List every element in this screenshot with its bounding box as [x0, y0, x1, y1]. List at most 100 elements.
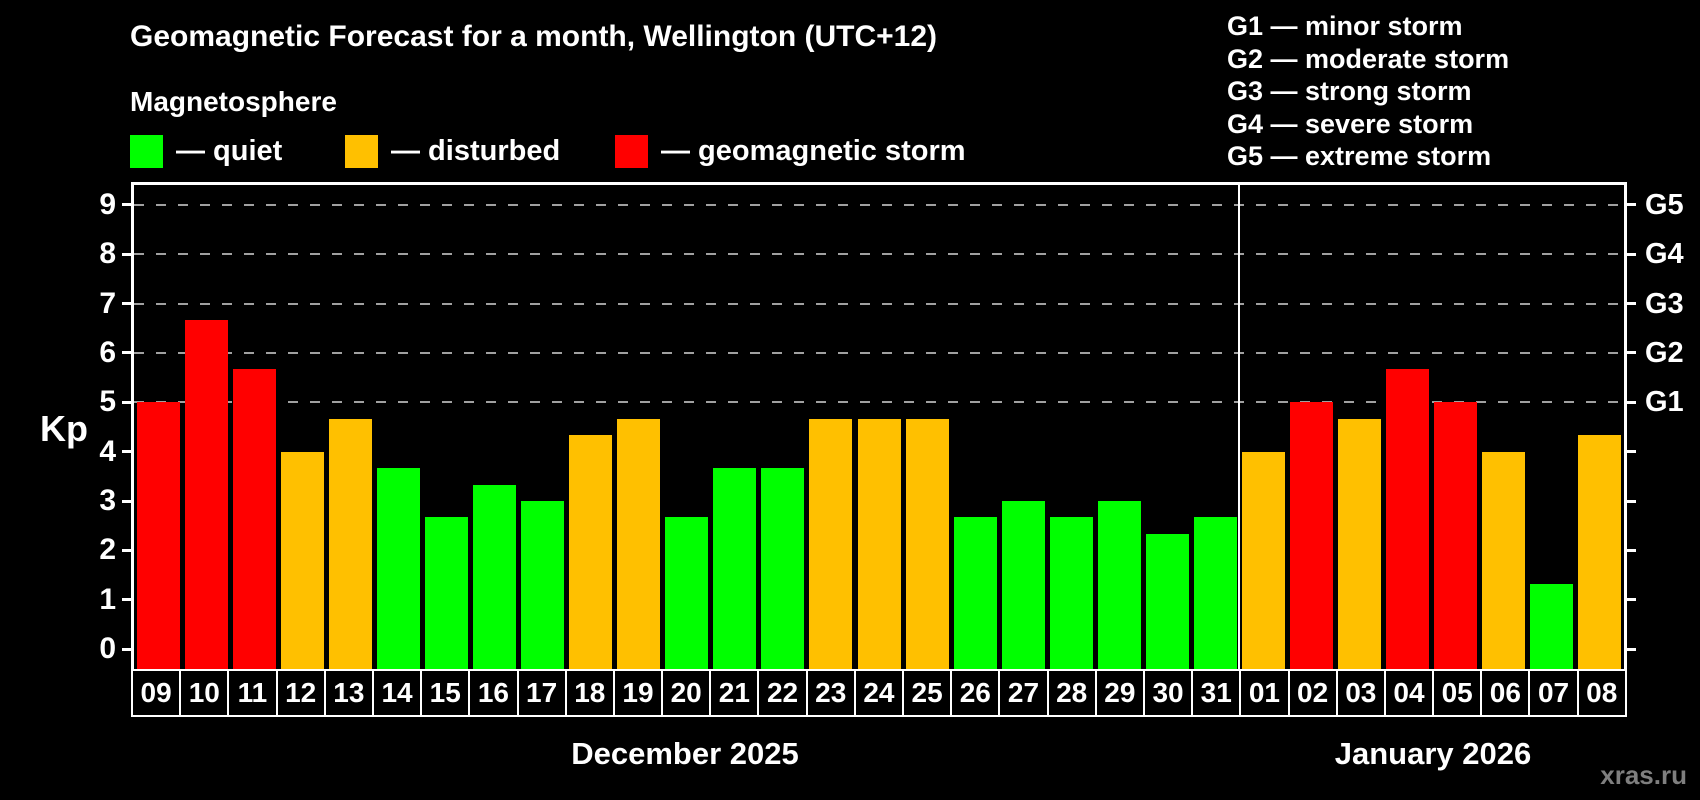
y-axis-tick-label: 9 [99, 187, 116, 221]
legend-item-storm: — geomagnetic storm [615, 133, 966, 169]
g-legend-line-g2: G2 — moderate storm [1227, 43, 1510, 74]
day-cell-06: 06 [1480, 669, 1531, 717]
y-axis-tick [122, 400, 131, 404]
day-cell-18: 18 [564, 669, 615, 717]
y-axis-tick [122, 499, 131, 503]
y-axis-tick-label: 0 [99, 632, 116, 666]
g-axis-tick [1627, 203, 1636, 207]
x-axis-day-labels: 09 10 11 12 13 14 15 16 17 18 19 20 21 22 23 24 25 26 27 28… [131, 669, 1627, 717]
kp-bar-day-02 [1290, 402, 1334, 669]
gridline-kp9 [134, 203, 1624, 206]
day-cell-16: 16 [468, 669, 519, 717]
kp-bar-day-15 [424, 517, 468, 669]
y-axis-tick-label: 6 [99, 335, 116, 369]
kp-bar-day-29 [1097, 501, 1141, 669]
chart-title: Geomagnetic Forecast for a month, Wellin… [130, 20, 938, 53]
kp-bar-day-10 [184, 319, 228, 669]
g-legend-line-g5: G5 — extreme storm [1227, 141, 1492, 171]
kp-bar-day-01 [1242, 451, 1286, 669]
storm-swatch-icon [615, 134, 648, 168]
g-axis-tick [1627, 351, 1636, 355]
day-cell-31: 31 [1191, 669, 1242, 717]
day-cell-17: 17 [516, 669, 567, 717]
y-axis-tick-label: 1 [99, 582, 116, 616]
day-cell-01: 01 [1239, 669, 1290, 717]
kp-bar-day-28 [1049, 517, 1093, 669]
gridline-kp6 [134, 351, 1624, 354]
y-axis-title: Kp [40, 408, 88, 449]
month-label-december: December 2025 [571, 736, 799, 771]
kp-bar-day-19 [617, 418, 661, 669]
day-cell-19: 19 [612, 669, 664, 717]
y-axis-tick-label: 2 [99, 533, 116, 567]
y-axis-tick [122, 302, 131, 306]
kp-bar-day-09 [136, 402, 180, 669]
kp-bar-day-30 [1145, 534, 1189, 669]
y-axis-tick [122, 351, 131, 355]
day-cell-02: 02 [1287, 669, 1338, 717]
g-axis-tick [1627, 302, 1636, 306]
kp-bar-day-04 [1386, 369, 1430, 669]
month-label-january: January 2026 [1334, 736, 1532, 771]
legend-label-disturbed: — disturbed [391, 134, 561, 167]
day-cell-24: 24 [853, 669, 904, 717]
day-cell-27: 27 [998, 669, 1049, 717]
plot-area [131, 182, 1627, 669]
gridline-kp8 [134, 253, 1624, 256]
day-cell-25: 25 [902, 669, 953, 717]
day-cell-13: 13 [323, 669, 374, 717]
y-axis-tick-label: 8 [99, 237, 116, 271]
kp-bar-day-16 [472, 484, 516, 669]
y-axis-tick [122, 252, 131, 256]
day-cell-12: 12 [275, 669, 326, 717]
day-cell-07: 07 [1528, 669, 1579, 717]
day-cell-11: 11 [227, 669, 278, 717]
legend-item-disturbed: — disturbed [345, 133, 560, 169]
kp-bar-day-27 [1001, 501, 1045, 669]
kp-bar-day-23 [809, 418, 853, 669]
g-scale-legend: G1 — minor storm G2 — moderate storm G3 … [1227, 10, 1509, 173]
gridline-kp7 [134, 302, 1624, 305]
g-axis-label-g2: G2 [1645, 336, 1684, 369]
g-axis-tick [1627, 450, 1636, 454]
kp-bar-day-11 [232, 369, 276, 669]
g-legend-line-g1: G1 — minor storm [1227, 11, 1463, 41]
day-cell-09: 09 [131, 669, 182, 717]
plot-inner-area [134, 185, 1624, 669]
day-cell-10: 10 [179, 669, 230, 717]
day-cell-29: 29 [1094, 669, 1145, 717]
day-cell-03: 03 [1335, 669, 1386, 717]
legend-label-quiet: — quiet [176, 134, 283, 167]
g-axis-tick [1627, 647, 1636, 651]
day-cell-15: 15 [420, 669, 471, 717]
kp-bar-day-05 [1434, 402, 1478, 669]
y-axis-tick-label: 5 [99, 385, 116, 419]
watermark: xras.ru [1600, 760, 1687, 790]
kp-bar-day-13 [328, 418, 372, 669]
gridline-kp5 [134, 401, 1624, 404]
day-cell-05: 05 [1432, 669, 1483, 717]
day-cell-23: 23 [805, 669, 856, 717]
g-axis-tick [1627, 252, 1636, 256]
kp-bar-day-08 [1578, 435, 1622, 669]
g-axis-tick [1627, 499, 1636, 503]
g-axis-label-g5: G5 [1645, 188, 1684, 221]
day-cell-22: 22 [757, 669, 808, 717]
legend-label-storm: — geomagnetic storm [661, 134, 966, 167]
day-cell-26: 26 [950, 669, 1001, 717]
kp-bar-day-25 [905, 418, 949, 669]
legend-item-quiet: — quiet [130, 133, 282, 169]
g-axis-tick [1627, 598, 1636, 602]
disturbed-swatch-icon [345, 134, 378, 168]
quiet-swatch-icon [130, 134, 163, 168]
month-separator-line [1238, 185, 1241, 669]
kp-bar-day-21 [713, 468, 757, 669]
kp-bar-day-31 [1193, 517, 1237, 669]
kp-bar-day-18 [569, 435, 613, 669]
kp-bar-day-07 [1530, 583, 1574, 669]
kp-bar-day-14 [376, 468, 420, 669]
y-axis-tick [122, 598, 131, 602]
g-legend-line-g4: G4 — severe storm [1227, 108, 1474, 139]
g-legend-line-g3: G3 — strong storm [1227, 76, 1472, 106]
